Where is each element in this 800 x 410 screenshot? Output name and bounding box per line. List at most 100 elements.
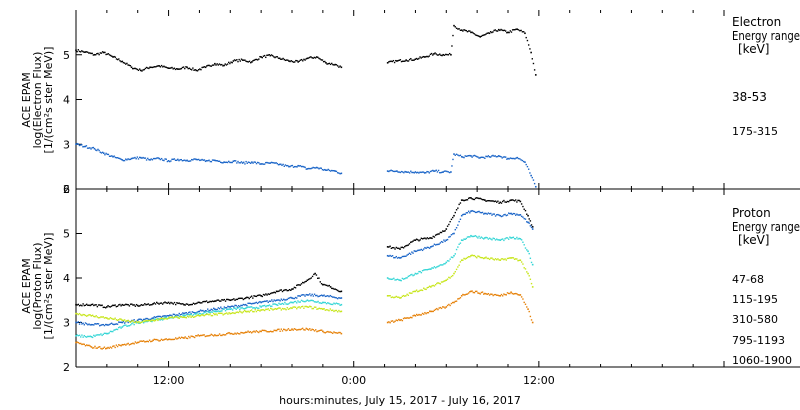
data-point: [119, 326, 121, 328]
data-point: [142, 69, 144, 71]
data-point: [269, 292, 272, 295]
data-point: [421, 238, 424, 240]
data-point: [404, 277, 406, 280]
data-point: [459, 242, 462, 244]
data-point: [159, 318, 161, 320]
data-point: [180, 336, 183, 338]
data-point: [516, 258, 518, 260]
data-point: [465, 293, 468, 295]
data-point: [269, 54, 272, 57]
data-point: [177, 337, 179, 340]
data-point: [81, 314, 83, 317]
data-point: [121, 321, 124, 324]
data-point: [211, 311, 214, 313]
data-point: [268, 309, 271, 312]
data-point: [241, 331, 243, 334]
data-point: [277, 57, 280, 59]
data-point: [522, 31, 525, 33]
data-point: [317, 56, 319, 59]
data-point: [338, 309, 340, 312]
data-point: [474, 34, 477, 36]
data-point: [232, 160, 235, 163]
data-point: [166, 318, 169, 320]
data-point: [244, 331, 247, 334]
data-point: [222, 65, 224, 67]
data-point: [273, 329, 275, 332]
data-point: [288, 329, 291, 331]
data-point: [517, 214, 519, 216]
data-point: [135, 158, 137, 160]
data-point: [496, 201, 498, 203]
data-point: [417, 249, 419, 252]
data-point: [204, 309, 207, 312]
data-point: [256, 309, 259, 311]
data-point: [283, 165, 285, 167]
data-point: [163, 302, 165, 304]
data-point: [204, 66, 207, 69]
data-point: [434, 283, 437, 286]
data-point: [488, 155, 491, 158]
data-point: [126, 62, 128, 65]
data-point: [472, 291, 474, 294]
data-point: [138, 156, 141, 159]
data-point: [432, 267, 434, 269]
data-point: [144, 320, 146, 322]
data-point: [87, 324, 89, 326]
data-point: [486, 32, 488, 35]
data-point: [211, 159, 214, 161]
data-point: [523, 244, 525, 246]
data-point: [278, 307, 280, 309]
data-point: [280, 328, 283, 330]
data-point: [398, 247, 400, 250]
data-point: [289, 60, 291, 63]
data-point: [310, 277, 312, 279]
data-point: [423, 269, 425, 271]
data-point: [388, 295, 390, 297]
data-point: [241, 307, 243, 309]
data-point: [503, 214, 505, 216]
data-point: [322, 330, 324, 333]
data-point: [268, 304, 271, 306]
data-point: [398, 59, 400, 61]
data-point: [222, 162, 224, 164]
data-point: [313, 56, 316, 59]
data-point: [173, 67, 176, 69]
data-point: [495, 156, 498, 158]
data-point: [213, 159, 215, 161]
data-point: [487, 212, 490, 214]
data-point: [415, 289, 418, 291]
data-point: [406, 277, 408, 279]
data-point: [476, 197, 478, 199]
proton-legend-title-2: Energy range: [732, 220, 800, 234]
data-point: [399, 248, 401, 250]
data-point: [403, 171, 405, 174]
data-point: [439, 53, 441, 55]
electron-ylabel-line1: ACE EPAM: [20, 72, 33, 127]
data-point: [281, 290, 284, 293]
data-point: [455, 268, 458, 271]
data-point: [522, 160, 525, 163]
data-point: [190, 313, 192, 315]
data-point: [415, 250, 418, 252]
data-point: [502, 156, 505, 158]
data-point: [493, 293, 496, 296]
data-point: [531, 58, 533, 60]
data-point: [276, 56, 279, 58]
data-point: [432, 235, 434, 238]
data-point: [413, 290, 415, 293]
data-point: [315, 306, 317, 308]
data-point: [113, 55, 115, 58]
data-point: [246, 296, 248, 298]
data-point: [89, 314, 91, 316]
data-point: [271, 305, 273, 307]
data-point: [242, 298, 245, 301]
data-point: [112, 304, 114, 307]
data-point: [414, 290, 417, 293]
data-point: [274, 56, 276, 59]
data-point: [105, 53, 107, 56]
data-point: [336, 172, 339, 174]
data-point: [142, 340, 145, 342]
data-point: [463, 238, 465, 240]
data-point: [107, 318, 109, 320]
